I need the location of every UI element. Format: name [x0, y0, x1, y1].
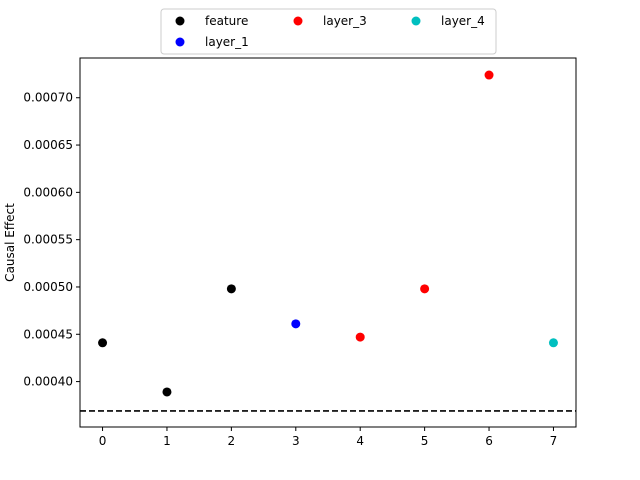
legend: feature layer_1 layer_3 layer_4 [160, 8, 497, 55]
data-point-layer_1-0 [291, 319, 301, 329]
y-tick-label: 0.00070 [23, 91, 73, 105]
data-point-layer_3-0 [355, 332, 365, 342]
data-point-feature-0 [98, 338, 108, 348]
x-tick-label: 7 [550, 434, 558, 448]
y-tick-label: 0.00065 [23, 138, 73, 152]
legend-marker-layer_4 [411, 16, 421, 26]
data-point-layer_4-0 [548, 338, 558, 348]
x-tick-label: 2 [228, 434, 236, 448]
y-tick-label: 0.00045 [23, 327, 73, 341]
y-tick-label: 0.00050 [23, 280, 73, 294]
x-tick-label: 0 [99, 434, 107, 448]
data-point-feature-2 [226, 284, 236, 294]
x-tick-label: 5 [421, 434, 429, 448]
x-tick-label: 3 [292, 434, 300, 448]
legend-label-layer_1: layer_1 [205, 35, 249, 49]
legend-marker-feature [175, 16, 185, 26]
y-tick-label: 0.00040 [23, 375, 73, 389]
legend-marker-layer_3 [293, 16, 303, 26]
plot-area: 0 1 2 3 4 5 6 7 0.00040 0.00045 0.00050 0.00055 0.00… [23, 57, 577, 448]
y-tick-label: 0.00060 [23, 185, 73, 199]
x-tick-label: 4 [356, 434, 364, 448]
legend-label-feature: feature [205, 14, 248, 28]
x-tick-label: 1 [163, 434, 171, 448]
y-tick-label: 0.00055 [23, 233, 73, 247]
legend-label-layer_3: layer_3 [323, 14, 367, 28]
data-point-feature-1 [162, 387, 172, 397]
data-point-layer_3-1 [420, 284, 430, 294]
y-axis-label: Causal Effect [3, 203, 17, 282]
legend-marker-layer_1 [175, 37, 185, 47]
axes-frame [79, 57, 577, 428]
x-tick-label: 6 [485, 434, 493, 448]
data-point-layer_3-2 [484, 70, 494, 80]
legend-label-layer_4: layer_4 [441, 14, 485, 28]
